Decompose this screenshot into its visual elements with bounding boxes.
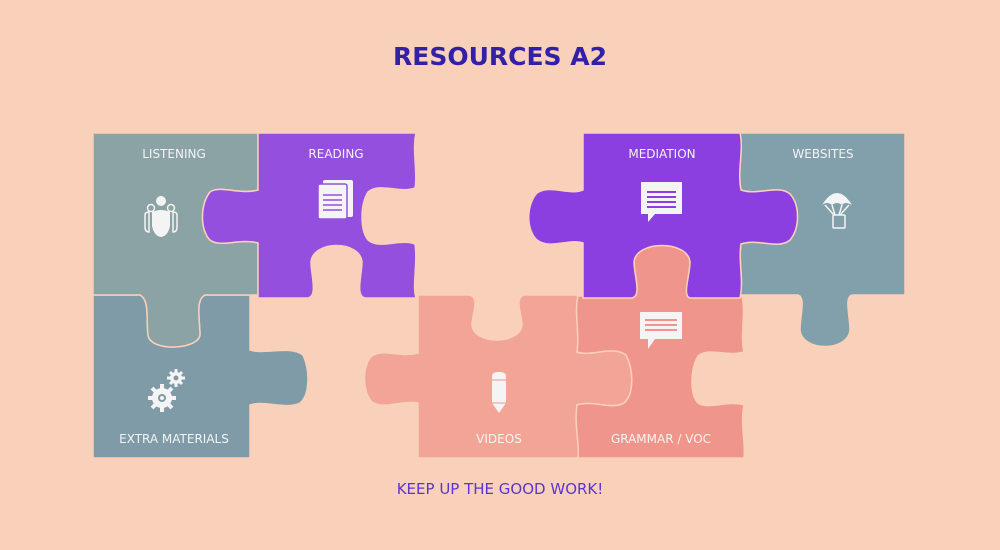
label-videos[interactable]: VIDEOS (476, 432, 522, 446)
document-icon (317, 180, 353, 220)
people-icon (144, 196, 178, 237)
piece-reading[interactable] (201, 132, 418, 299)
speech-bubble-icon (640, 312, 682, 349)
speech-bubble-icon (641, 182, 682, 222)
piece-mediation[interactable] (528, 132, 799, 299)
pencil-icon (492, 372, 506, 413)
label-listening[interactable]: LISTENING (142, 147, 206, 161)
label-websites[interactable]: WEBSITES (792, 147, 854, 161)
page-title: RESOURCES A2 (392, 42, 607, 71)
footer-message: KEEP UP THE GOOD WORK! (396, 480, 604, 498)
label-grammar-voc[interactable]: GRAMMAR / VOC (610, 432, 712, 446)
parachute-icon (822, 193, 852, 229)
label-mediation[interactable]: MEDIATION (628, 147, 696, 161)
gears-icon (148, 369, 185, 412)
label-extra-materials[interactable]: EXTRA MATERIALS (119, 432, 229, 446)
label-reading[interactable]: READING (308, 147, 364, 161)
